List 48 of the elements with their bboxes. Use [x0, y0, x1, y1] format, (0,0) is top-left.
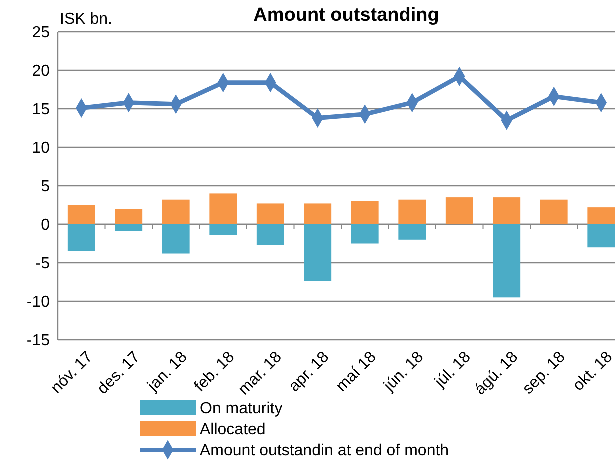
bar — [115, 209, 143, 224]
bar — [588, 208, 615, 224]
x-tick-label: mar. 18 — [236, 348, 286, 399]
bar — [162, 200, 190, 224]
bar — [540, 200, 568, 224]
x-tick-label: okt. 18 — [570, 348, 615, 395]
y-tick-label: -10 — [26, 294, 50, 312]
x-tick-label: ágú. 18 — [472, 348, 522, 399]
bar — [210, 224, 238, 236]
bar — [115, 224, 143, 232]
y-tick-label: 5 — [41, 178, 50, 196]
x-tick-label: sep. 18 — [520, 348, 569, 398]
bar — [68, 224, 96, 252]
bar — [493, 224, 521, 298]
bar — [304, 224, 332, 282]
x-tick-label: feb. 18 — [192, 348, 238, 396]
bar — [68, 205, 96, 224]
bar — [588, 224, 615, 248]
y-axis-title: ISK bn. — [60, 11, 112, 28]
legend-label: On maturity — [200, 400, 283, 418]
bar — [256, 204, 284, 224]
y-tick-label: 25 — [32, 24, 50, 42]
x-tick-label: maí 18 — [333, 348, 380, 396]
bar — [304, 204, 332, 224]
legend-label: Amount outstandin at end of month — [200, 442, 450, 460]
y-tick-label: 0 — [41, 217, 50, 234]
bar — [351, 224, 379, 244]
chart-title: Amount outstanding — [254, 5, 440, 26]
bar — [446, 198, 474, 224]
bar — [351, 201, 379, 224]
x-tick-label: júl. 18 — [431, 348, 474, 392]
bar — [162, 224, 190, 254]
y-tick-label: 10 — [32, 140, 50, 158]
bar — [210, 194, 238, 224]
y-tick-label: -5 — [36, 256, 50, 273]
y-tick-label: 20 — [32, 63, 50, 80]
x-tick-label: jún. 18 — [380, 348, 428, 396]
x-tick-label: jan. 18 — [144, 348, 191, 396]
bar — [398, 200, 426, 224]
bar — [256, 224, 284, 246]
x-tick-label: apr. 18 — [286, 348, 333, 396]
bar — [398, 224, 426, 240]
y-tick-label: 15 — [32, 102, 50, 119]
bar — [493, 198, 521, 224]
x-tick-label: des. 17 — [94, 348, 144, 398]
x-tick-label: nóv. 17 — [48, 348, 96, 398]
legend-label: Allocated — [200, 422, 266, 439]
y-tick-label: -15 — [26, 332, 50, 350]
